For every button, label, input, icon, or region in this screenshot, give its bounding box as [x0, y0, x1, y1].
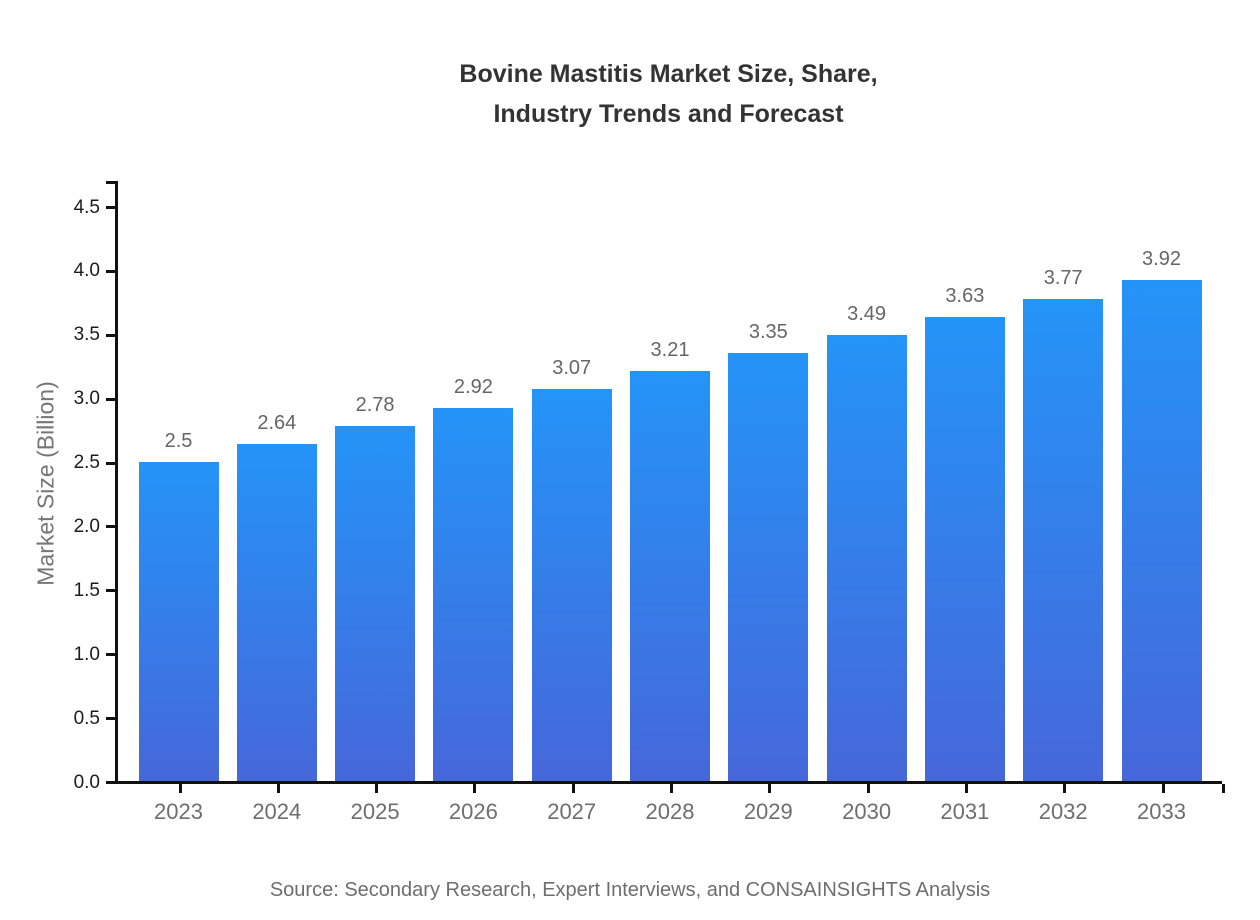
- x-axis-tick-label: 2031: [940, 799, 990, 824]
- y-axis-tick: [106, 269, 115, 273]
- y-axis-tick-label: 1.5: [73, 579, 100, 601]
- y-axis-tick-label: 3.5: [73, 324, 100, 346]
- y-axis-tick-label: 4.0: [73, 260, 100, 282]
- x-axis-tick: [866, 784, 870, 793]
- bar-value-label: 2.64: [257, 411, 297, 434]
- x-axis-tick: [178, 784, 182, 793]
- y-axis-tick: [106, 589, 115, 593]
- chart-title-line1: Bovine Mastitis Market Size, Share,: [459, 60, 878, 88]
- x-axis-tick-label: 2024: [252, 799, 302, 824]
- source-note: Source: Secondary Research, Expert Inter…: [269, 879, 991, 901]
- y-axis-tick: [106, 653, 115, 657]
- x-axis-tick-label: 2023: [154, 799, 203, 824]
- y-axis-tick: [106, 333, 115, 337]
- bar-value-label: 3.77: [1043, 267, 1083, 290]
- y-axis-end-cap-tick: [106, 181, 115, 184]
- bar-value-label: 3.49: [847, 303, 887, 326]
- bar-value-label: 2.92: [453, 375, 493, 398]
- x-axis-tick-label: 2026: [448, 799, 498, 824]
- x-axis-tick: [964, 784, 968, 793]
- bar-2025: [335, 425, 416, 781]
- y-axis-tick: [106, 397, 115, 401]
- bar-2032: [1023, 299, 1104, 781]
- y-axis-tick-label: 3.0: [73, 388, 100, 410]
- x-axis-tick: [276, 784, 280, 793]
- chart-title: Bovine Mastitis Market Size, Share, Indu…: [115, 54, 1222, 134]
- y-axis-tick: [106, 206, 115, 209]
- x-axis-tick: [1063, 784, 1067, 793]
- x-axis-tick-label: 2025: [350, 799, 400, 824]
- bar-2026: [433, 407, 514, 781]
- bar-value-label: 3.92: [1142, 248, 1181, 271]
- bar-2029: [728, 352, 809, 781]
- bar-2027: [531, 388, 612, 781]
- x-axis-end-cap-tick: [1222, 784, 1225, 793]
- bar-value-label: 2.78: [355, 393, 395, 416]
- y-axis-tick: [106, 781, 115, 784]
- x-axis-tick-label: 2027: [547, 799, 597, 824]
- y-axis-tick-label: 2.5: [73, 452, 100, 474]
- bar-2033: [1121, 280, 1202, 781]
- x-axis-tick: [768, 784, 772, 793]
- bar-value-label: 2.5: [164, 429, 193, 452]
- bar-value-label: 3.07: [552, 356, 592, 379]
- x-axis-tick: [1161, 784, 1165, 793]
- y-axis-tick: [106, 461, 115, 465]
- bar-2031: [924, 317, 1005, 781]
- chart-title-line2: Industry Trends and Forecast: [493, 100, 844, 128]
- x-axis-tick-label: 2029: [743, 799, 793, 824]
- bar-2030: [826, 335, 907, 781]
- x-axis-tick: [473, 784, 477, 793]
- y-axis-tick-label: 1.0: [73, 643, 100, 665]
- y-axis-tick-label: 2.0: [73, 515, 100, 537]
- x-axis-tick: [670, 784, 673, 793]
- x-axis-tick: [571, 784, 575, 793]
- x-axis-line: [115, 781, 1222, 784]
- y-axis-tick-label: 4.5: [73, 196, 100, 218]
- x-axis-tick-label: 2030: [842, 799, 892, 824]
- bar-2024: [236, 443, 317, 781]
- x-axis-tick: [375, 784, 379, 793]
- y-axis-tick-label: 0.5: [73, 707, 100, 729]
- y-axis-tick: [106, 717, 115, 721]
- x-axis-tick-label: 2032: [1038, 799, 1088, 824]
- bar-2028: [630, 370, 710, 781]
- bar-value-label: 3.35: [748, 320, 788, 343]
- y-axis-line: [115, 181, 118, 784]
- y-axis-tick: [106, 525, 115, 529]
- x-axis-tick-label: 2033: [1137, 799, 1186, 824]
- y-axis-tick-label: 0.0: [73, 771, 100, 793]
- bar-value-label: 3.21: [650, 338, 690, 361]
- bar-value-label: 3.63: [945, 285, 985, 308]
- bar-2023: [138, 461, 219, 781]
- x-axis-tick-label: 2028: [645, 799, 695, 824]
